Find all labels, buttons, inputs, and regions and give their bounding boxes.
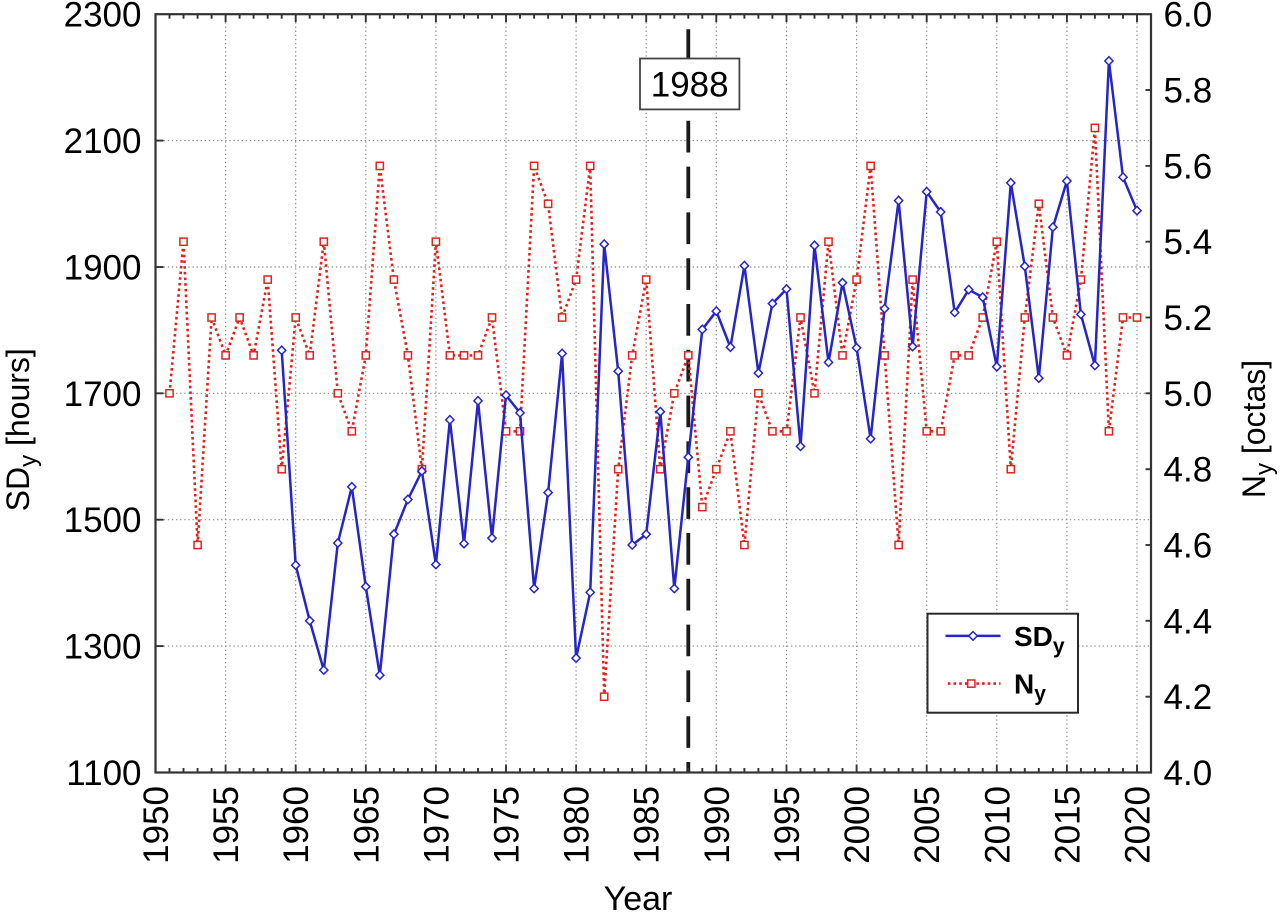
- svg-text:5.4: 5.4: [1164, 223, 1213, 262]
- svg-text:1970: 1970: [417, 786, 456, 864]
- svg-text:1500: 1500: [64, 501, 142, 540]
- svg-text:2300: 2300: [64, 0, 142, 35]
- svg-text:1990: 1990: [698, 786, 737, 864]
- svg-text:2015: 2015: [1048, 786, 1087, 864]
- svg-text:1960: 1960: [277, 786, 316, 864]
- svg-text:1995: 1995: [768, 786, 807, 864]
- svg-text:5.0: 5.0: [1164, 375, 1213, 414]
- svg-text:1988: 1988: [651, 66, 729, 105]
- svg-text:5.8: 5.8: [1164, 72, 1213, 111]
- svg-text:4.2: 4.2: [1164, 678, 1213, 717]
- svg-text:1900: 1900: [64, 249, 142, 288]
- svg-text:1300: 1300: [64, 628, 142, 667]
- svg-text:6.0: 6.0: [1164, 0, 1213, 35]
- svg-text:4.0: 4.0: [1164, 754, 1213, 793]
- svg-text:1955: 1955: [207, 786, 246, 864]
- svg-text:4.4: 4.4: [1164, 602, 1213, 641]
- svg-text:1950: 1950: [137, 786, 176, 864]
- svg-text:5.2: 5.2: [1164, 299, 1213, 338]
- svg-text:2020: 2020: [1119, 786, 1158, 864]
- svg-text:1985: 1985: [628, 786, 667, 864]
- svg-text:1965: 1965: [347, 786, 386, 864]
- svg-text:2005: 2005: [908, 786, 947, 864]
- svg-text:SDy [hours]: SDy [hours]: [0, 348, 42, 511]
- svg-text:1700: 1700: [64, 375, 142, 414]
- svg-text:1975: 1975: [488, 786, 527, 864]
- svg-text:Ny [octas]: Ny [octas]: [1236, 360, 1278, 498]
- svg-text:4.8: 4.8: [1164, 451, 1213, 490]
- svg-text:1100: 1100: [66, 754, 141, 793]
- svg-text:5.6: 5.6: [1164, 147, 1213, 186]
- svg-text:Year: Year: [604, 880, 673, 914]
- svg-text:1980: 1980: [558, 786, 597, 864]
- svg-text:2000: 2000: [838, 786, 877, 864]
- svg-text:4.6: 4.6: [1164, 527, 1213, 566]
- svg-text:2010: 2010: [978, 786, 1017, 864]
- svg-text:2100: 2100: [64, 122, 142, 161]
